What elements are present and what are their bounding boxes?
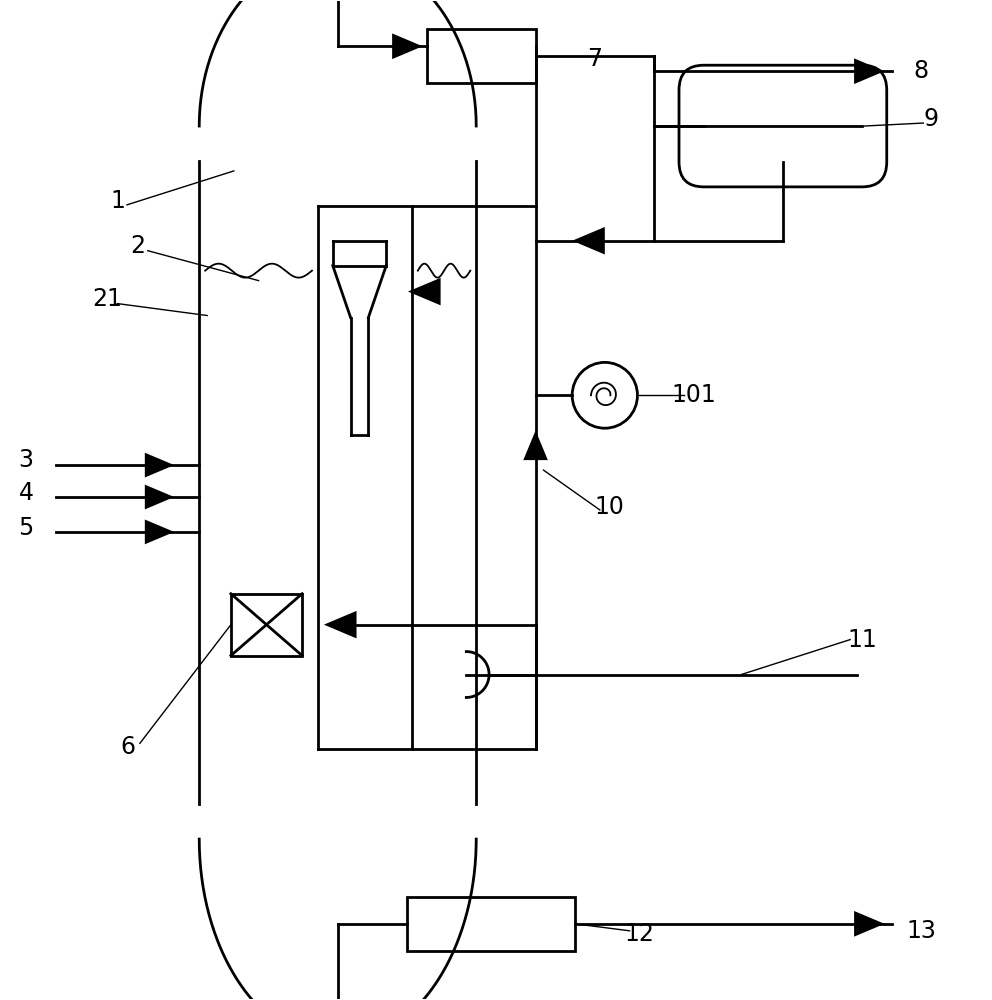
Polygon shape [145,453,175,477]
Polygon shape [854,58,885,84]
Text: 7: 7 [587,47,602,71]
Bar [407,897,575,951]
Text: 101: 101 [672,383,716,407]
Text: 21: 21 [92,287,122,311]
Text: 5: 5 [19,516,34,540]
Polygon shape [854,911,885,937]
Polygon shape [524,430,548,460]
Bar [427,29,536,83]
Polygon shape [145,520,175,544]
Polygon shape [392,33,423,59]
Polygon shape [408,278,440,305]
Text: 12: 12 [625,922,655,946]
Text: 4: 4 [19,481,34,505]
Text: 6: 6 [120,735,136,759]
Polygon shape [572,227,605,254]
Text: 10: 10 [595,495,625,519]
Text: 1: 1 [111,189,126,213]
Text: 2: 2 [130,234,146,258]
Bar [231,594,303,656]
Polygon shape [323,611,356,638]
Text: 9: 9 [924,107,938,131]
Polygon shape [145,485,175,509]
Text: 13: 13 [907,919,936,943]
Text: 8: 8 [914,59,929,83]
Text: 11: 11 [847,628,877,652]
Text: 3: 3 [19,448,34,472]
